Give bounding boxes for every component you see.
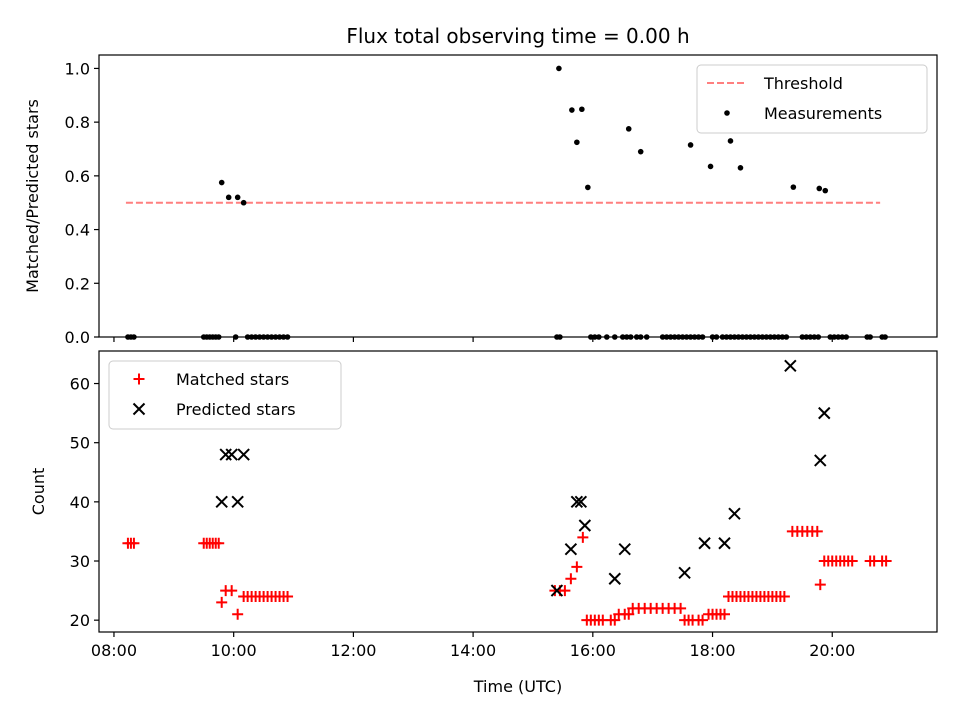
x-tick-label: 10:00	[211, 641, 257, 660]
y-tick-label: 20	[70, 611, 90, 630]
data-point	[846, 555, 858, 567]
data-point	[579, 106, 585, 113]
legend-marker	[132, 402, 146, 416]
data-point	[697, 614, 709, 626]
panel-2: 08:00 10:00 12:00 14:00 16:00 18:00 20:00 20 30 4…	[29, 350, 938, 696]
x-tick-label: 08:00	[91, 641, 137, 660]
data-point	[727, 138, 734, 144]
data-point	[226, 585, 238, 597]
data-point	[216, 596, 228, 608]
series-matched-stars	[122, 525, 892, 626]
data-point	[637, 148, 644, 155]
data-point	[585, 184, 591, 191]
data-point	[237, 448, 250, 461]
y-axis-label: Matched/Predicted stars	[23, 99, 42, 293]
data-point	[811, 525, 823, 537]
data-point	[778, 591, 790, 603]
chart-title: Flux total observing time = 0.00 h	[346, 24, 689, 48]
data-point	[678, 566, 691, 580]
legend-label: Measurements	[764, 104, 882, 123]
data-point	[234, 194, 241, 201]
legend-marker	[724, 110, 730, 116]
data-point	[625, 126, 632, 132]
y-tick-label: 0.8	[65, 113, 90, 132]
data-point	[718, 537, 731, 550]
data-point	[570, 495, 584, 509]
series-measurements	[125, 65, 888, 340]
data-point	[618, 542, 631, 556]
data-point	[564, 542, 578, 556]
data-point	[569, 107, 575, 113]
panel-1: Flux total observing time = 0.00 h 0.0 0.2…	[23, 24, 938, 347]
legend-label: Matched stars	[176, 370, 289, 389]
data-point	[577, 531, 589, 543]
data-point	[737, 165, 744, 171]
data-point	[282, 591, 294, 603]
data-point	[565, 573, 577, 585]
plot-frame	[98, 350, 938, 633]
data-point	[687, 142, 694, 148]
legend-marker	[133, 373, 145, 385]
data-point	[215, 495, 228, 509]
data-point	[609, 614, 621, 626]
data-point	[232, 608, 244, 620]
legend-box	[108, 360, 342, 430]
data-point	[814, 454, 827, 467]
data-point	[231, 495, 244, 509]
y-tick-label: 30	[70, 552, 90, 571]
y-tick-label: 60	[70, 375, 90, 394]
x-tick-label: 18:00	[689, 641, 735, 660]
data-point	[213, 537, 225, 549]
data-point	[707, 163, 714, 170]
series-predicted-stars	[215, 359, 831, 597]
data-point	[623, 608, 635, 620]
legend-label: Predicted stars	[176, 400, 296, 419]
y-tick-label: 0.0	[65, 328, 90, 347]
data-point	[790, 184, 797, 190]
data-point	[128, 537, 140, 549]
x-tick-label: 16:00	[570, 641, 616, 660]
data-point	[218, 179, 225, 186]
data-point	[698, 537, 711, 550]
data-point	[240, 199, 247, 206]
data-point	[219, 448, 232, 461]
y-tick-label: 0.2	[65, 274, 90, 293]
data-point	[559, 585, 571, 597]
data-point	[608, 572, 621, 585]
y-axis-label: Count	[29, 468, 48, 516]
y-tick-label: 50	[70, 434, 90, 453]
data-point	[728, 507, 741, 520]
data-point	[880, 555, 892, 567]
data-point	[556, 65, 562, 72]
data-point	[822, 187, 829, 194]
data-point	[816, 185, 823, 192]
legend: Matched stars Predicted stars	[108, 360, 342, 430]
data-point	[814, 579, 826, 591]
y-tick-label: 0.4	[65, 221, 90, 240]
x-tick-label: 20:00	[809, 641, 855, 660]
legend: Threshold Measurements	[696, 64, 928, 134]
x-axis-label: Time (UTC)	[473, 677, 562, 696]
data-point	[719, 608, 731, 620]
data-point	[550, 584, 564, 597]
plot-frame	[98, 54, 938, 338]
y-tick-label: 0.6	[65, 167, 90, 186]
data-point	[225, 448, 238, 461]
data-point	[818, 406, 831, 420]
x-tick-label: 12:00	[330, 641, 376, 660]
data-point	[675, 602, 687, 614]
legend-box	[696, 64, 928, 134]
legend-label: Threshold	[763, 74, 843, 93]
y-tick-label: 1.0	[65, 59, 90, 78]
y-tick-label: 40	[70, 493, 90, 512]
data-point	[574, 495, 588, 509]
data-point	[225, 194, 232, 201]
data-point	[578, 519, 592, 532]
data-point	[784, 359, 797, 372]
x-tick-label: 14:00	[450, 641, 496, 660]
data-point	[574, 139, 580, 146]
data-point	[571, 561, 583, 573]
